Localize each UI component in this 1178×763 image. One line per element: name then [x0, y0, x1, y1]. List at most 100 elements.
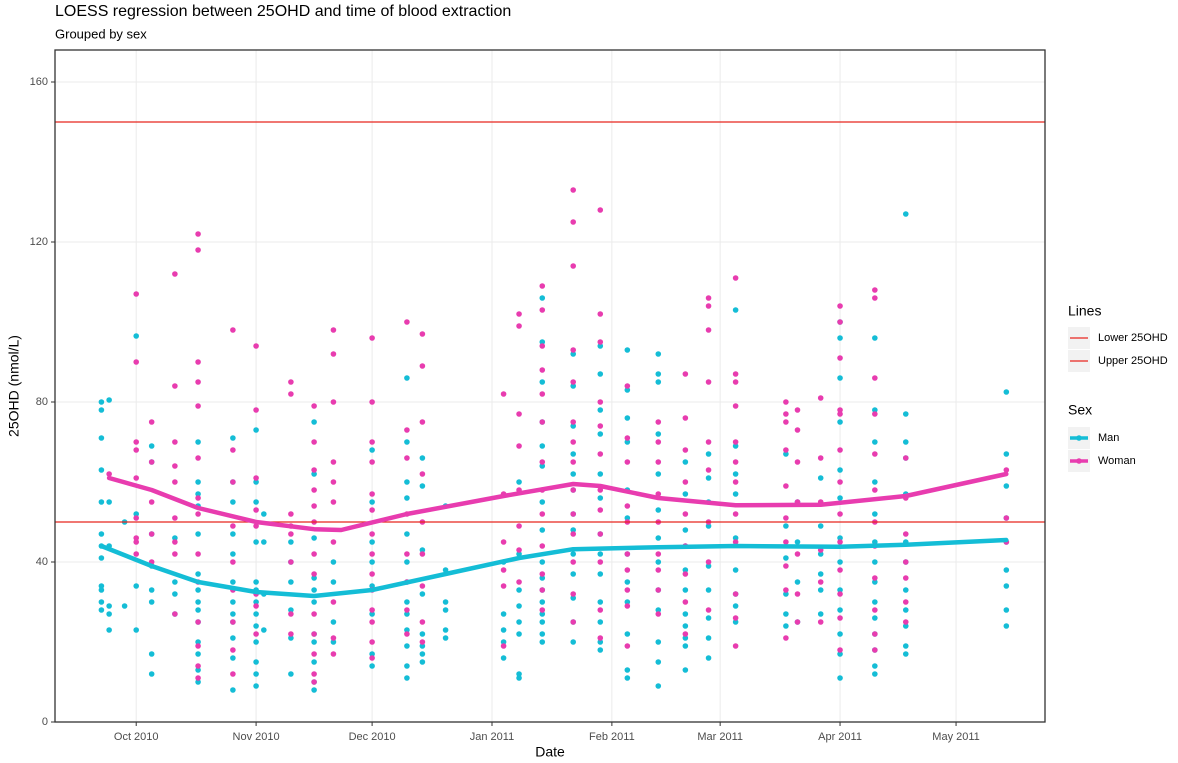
point [311, 679, 317, 685]
point [682, 567, 689, 573]
point [837, 587, 843, 593]
point [705, 655, 712, 661]
y-tick-label: 80 [36, 396, 48, 408]
point [570, 531, 577, 537]
point [230, 435, 236, 441]
point [404, 495, 410, 501]
point [288, 391, 294, 397]
point [195, 479, 201, 485]
x-tick-label: Dec 2010 [349, 731, 396, 743]
point [570, 591, 577, 597]
point [98, 531, 105, 537]
point [732, 511, 739, 517]
point [1003, 515, 1010, 521]
point [655, 639, 662, 645]
point [624, 347, 631, 353]
point [783, 523, 789, 529]
point [230, 611, 236, 617]
point [330, 619, 337, 625]
point [230, 523, 236, 529]
point [817, 551, 824, 557]
point [500, 655, 507, 661]
point [570, 459, 577, 465]
point [794, 591, 801, 597]
point [539, 307, 546, 313]
point [253, 475, 259, 481]
point [597, 311, 604, 317]
point [330, 579, 337, 585]
point [369, 663, 375, 669]
point [121, 603, 128, 609]
point [539, 343, 546, 349]
point [655, 351, 662, 357]
point [288, 559, 294, 565]
point [539, 543, 546, 549]
point [732, 443, 739, 449]
point [311, 631, 317, 637]
point [369, 571, 375, 577]
point [794, 539, 801, 545]
point [311, 599, 317, 605]
point [682, 527, 689, 533]
point [369, 459, 375, 465]
point [311, 487, 317, 493]
point [872, 411, 878, 417]
point [253, 603, 259, 609]
point [783, 515, 789, 521]
point [172, 551, 178, 557]
point [106, 499, 112, 505]
point [516, 603, 522, 609]
point [1003, 467, 1010, 473]
point [705, 295, 712, 301]
point [837, 647, 843, 653]
point [253, 579, 259, 585]
point [872, 615, 878, 621]
point [539, 527, 546, 533]
point [837, 495, 843, 501]
point [230, 327, 236, 333]
point [98, 555, 105, 561]
point [597, 635, 604, 641]
point [288, 539, 294, 545]
point [133, 539, 140, 545]
point [133, 535, 140, 541]
point [330, 327, 337, 333]
point [288, 671, 294, 677]
point [230, 599, 236, 605]
point [261, 539, 267, 545]
point [624, 631, 631, 637]
point [404, 559, 410, 565]
point [570, 219, 577, 225]
point [133, 515, 140, 521]
point [783, 623, 789, 629]
point [195, 231, 201, 237]
point [837, 567, 843, 573]
point [311, 467, 317, 473]
point [817, 475, 824, 481]
point [253, 683, 259, 689]
point [597, 531, 604, 537]
point [597, 423, 604, 429]
point [570, 351, 577, 357]
point [98, 583, 105, 589]
point [330, 559, 337, 565]
point [133, 511, 140, 517]
point [624, 675, 631, 681]
point [133, 359, 140, 365]
point [597, 407, 604, 413]
y-tick-label: 160 [30, 76, 48, 88]
point [539, 599, 546, 605]
point [404, 427, 410, 433]
point [330, 499, 337, 505]
chart-title: LOESS regression between 25OHD and time … [55, 3, 511, 20]
point [783, 411, 789, 417]
point [872, 451, 878, 457]
point [570, 383, 577, 389]
point [404, 631, 410, 637]
point [500, 583, 507, 589]
point [539, 559, 546, 565]
point [539, 639, 546, 645]
point [902, 531, 909, 537]
point [597, 399, 604, 405]
plot-border [54, 49, 1046, 723]
